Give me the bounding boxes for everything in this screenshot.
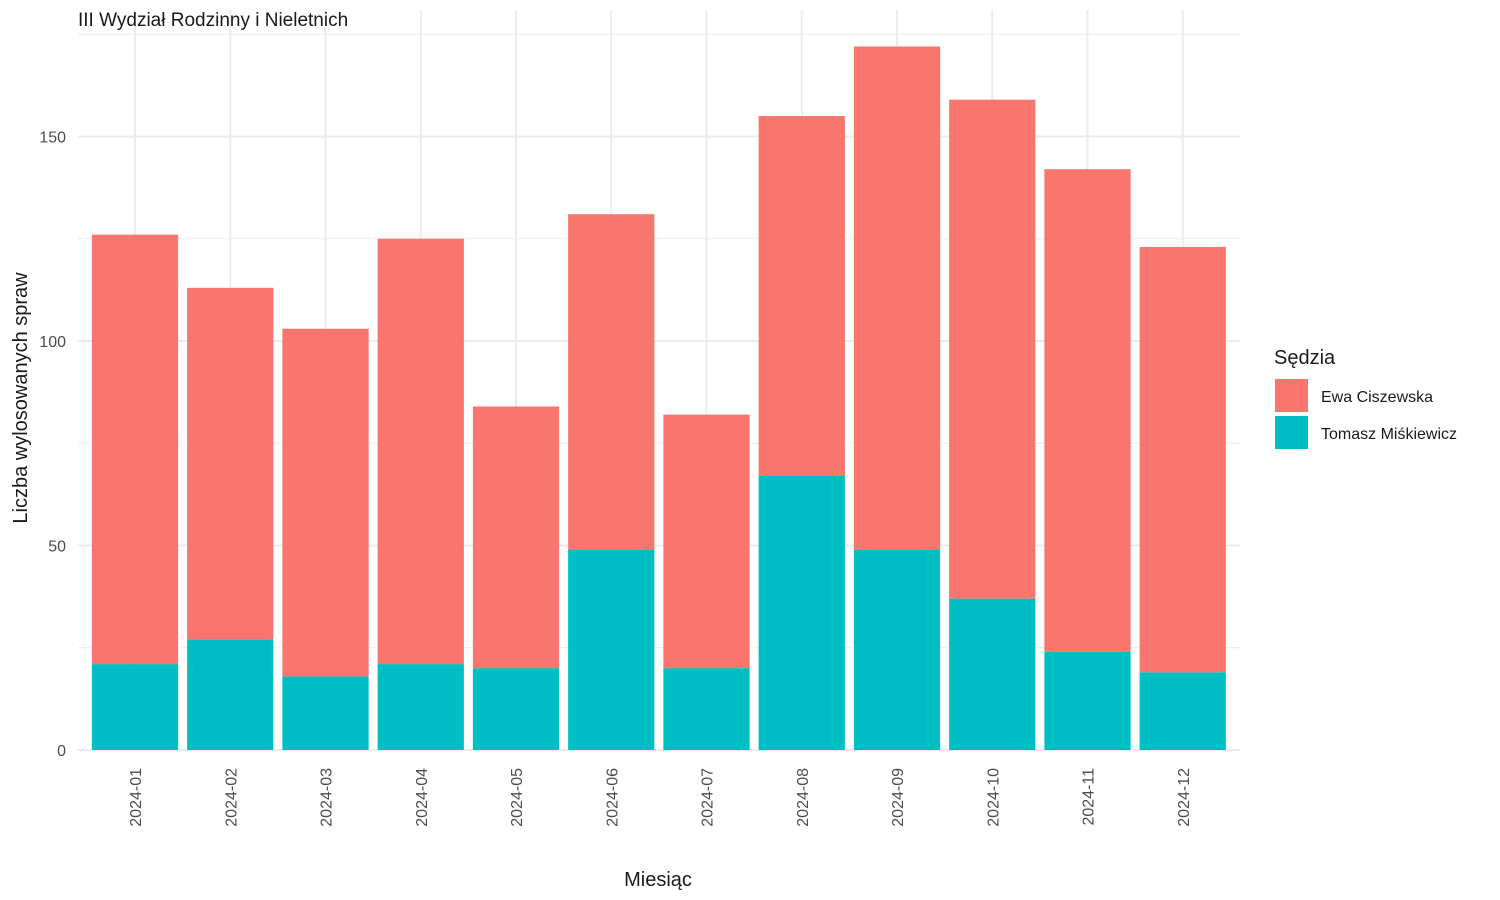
y-tick-label: 50 [48,539,66,556]
x-tick-label: 2024-01 [128,768,145,827]
bar-tomasz-miskiewicz-2024-08 [758,475,845,750]
bar-tomasz-miskiewicz-2024-01 [91,664,179,750]
legend-swatch-tomasz-miskiewicz [1275,416,1308,449]
x-tick-label: 2024-05 [509,768,526,827]
x-tick-label: 2024-03 [319,768,336,827]
bar-ewa-ciszewska-2024-04 [377,238,464,665]
bar-tomasz-miskiewicz-2024-12 [1139,672,1226,750]
x-tick-label: 2024-04 [414,768,431,827]
legend-swatch-ewa-ciszewska [1275,379,1308,412]
x-axis-ticks: 2024-01 2024-02 2024-03 2024-04 2024-05 2024-… [128,768,1193,827]
bar-ewa-ciszewska-2024-06 [568,214,655,550]
bar-ewa-ciszewska-2024-02 [187,287,274,640]
bar-ewa-ciszewska-2024-09 [853,46,941,550]
bar-ewa-ciszewska-2024-10 [949,99,1036,599]
y-tick-label: 100 [39,334,66,351]
bar-ewa-ciszewska-2024-07 [663,414,750,669]
bar-tomasz-miskiewicz-2024-11 [1044,651,1131,750]
x-tick-label: 2024-09 [890,768,907,827]
x-tick-label: 2024-12 [1176,768,1193,827]
legend-label-ewa-ciszewska: Ewa Ciszewska [1321,389,1433,406]
bars [91,46,1226,750]
legend-label-tomasz-miskiewicz: Tomasz Miśkiewicz [1321,426,1457,443]
bar-tomasz-miskiewicz-2024-03 [282,676,369,750]
bar-tomasz-miskiewicz-2024-10 [949,598,1036,750]
x-tick-label: 2024-02 [223,768,240,827]
x-tick-label: 2024-10 [985,768,1002,827]
x-tick-label: 2024-11 [1081,768,1098,826]
bar-tomasz-miskiewicz-2024-09 [853,549,941,750]
bar-tomasz-miskiewicz-2024-06 [568,549,655,750]
bar-ewa-ciszewska-2024-03 [282,328,369,677]
y-axis-ticks: 0 50 100 150 [39,130,66,761]
legend: Sędzia Ewa Ciszewska Tomasz Miśkiewicz [1274,347,1457,449]
y-tick-label: 150 [39,130,66,147]
y-axis-title: Liczba wylosowanych spraw [10,272,32,524]
bar-tomasz-miskiewicz-2024-05 [472,668,560,750]
y-tick-label: 0 [57,743,66,760]
chart-title: III Wydział Rodzinny i Nieletnich [78,10,348,31]
legend-title: Sędzia [1274,347,1336,369]
x-axis-title: Miesiąc [624,869,692,891]
bar-ewa-ciszewska-2024-11 [1044,169,1131,652]
bar-tomasz-miskiewicz-2024-02 [187,639,274,750]
bar-ewa-ciszewska-2024-08 [758,116,845,476]
bar-tomasz-miskiewicz-2024-04 [377,664,464,750]
x-tick-label: 2024-06 [604,768,621,827]
x-tick-label: 2024-07 [700,768,717,827]
bar-ewa-ciszewska-2024-12 [1139,246,1226,673]
bar-tomasz-miskiewicz-2024-07 [663,668,750,750]
bar-ewa-ciszewska-2024-01 [91,234,179,665]
bar-ewa-ciszewska-2024-05 [472,406,560,669]
x-tick-label: 2024-08 [795,768,812,827]
